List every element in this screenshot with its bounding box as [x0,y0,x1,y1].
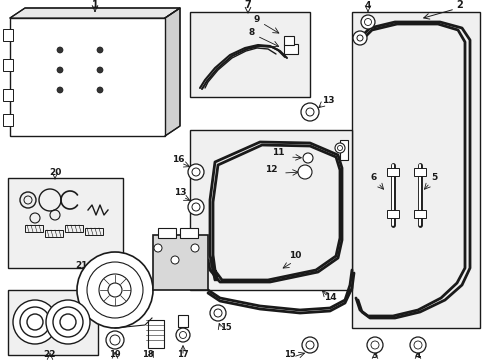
Text: 8: 8 [248,28,254,37]
Bar [178,315,187,327]
Circle shape [334,143,345,153]
Text: 15: 15 [284,350,295,359]
Circle shape [108,283,122,297]
Bar [8,178,123,268]
Bar [25,225,43,232]
Circle shape [214,309,222,317]
Text: 6: 6 [370,173,376,182]
Text: 15: 15 [220,323,231,332]
Circle shape [187,199,203,215]
Circle shape [209,305,225,321]
Bar [190,130,351,290]
Circle shape [97,67,103,73]
Text: 1: 1 [91,0,98,10]
Bar [8,290,98,355]
Bar [148,320,163,348]
Circle shape [171,256,179,264]
Text: 17: 17 [177,350,188,359]
Circle shape [46,300,90,344]
Circle shape [57,67,63,73]
Text: 12: 12 [265,165,278,174]
Circle shape [303,153,312,163]
Text: 11: 11 [272,148,285,157]
Text: 13: 13 [173,188,186,197]
Text: 4: 4 [414,351,420,360]
Circle shape [337,145,342,150]
Text: 13: 13 [321,96,334,105]
Circle shape [297,165,311,179]
Bar [386,210,398,218]
Bar [65,225,83,232]
Circle shape [154,244,162,252]
Text: 16: 16 [171,155,184,164]
Bar [85,228,103,235]
Bar [3,89,13,101]
Circle shape [179,332,186,338]
Bar [413,168,425,176]
Circle shape [187,164,203,180]
Circle shape [13,300,57,344]
Circle shape [57,47,63,53]
Bar [45,230,63,237]
Bar [351,12,479,328]
Circle shape [192,203,200,211]
Text: 21: 21 [76,261,88,270]
Circle shape [364,18,371,26]
Circle shape [352,31,366,45]
Text: 9: 9 [253,15,260,24]
Text: 14: 14 [323,293,336,302]
Circle shape [99,274,131,306]
Circle shape [356,35,362,41]
Circle shape [366,337,382,353]
Circle shape [305,341,313,349]
Circle shape [97,87,103,93]
Circle shape [110,335,120,345]
Bar [10,18,164,136]
Circle shape [77,252,153,328]
Polygon shape [164,8,180,136]
Circle shape [409,337,425,353]
Text: 2: 2 [456,0,463,10]
Circle shape [302,337,317,353]
Circle shape [301,103,318,121]
Text: 4: 4 [364,1,370,10]
Circle shape [87,262,142,318]
Polygon shape [10,8,180,18]
Bar [3,29,13,41]
Circle shape [191,244,199,252]
Circle shape [97,47,103,53]
Circle shape [370,341,378,349]
Bar [386,168,398,176]
Bar [413,210,425,218]
Circle shape [176,328,190,342]
Circle shape [413,341,421,349]
Circle shape [57,87,63,93]
Text: 5: 5 [430,173,436,182]
Text: 10: 10 [288,251,301,260]
Bar [190,12,309,97]
Bar [180,228,198,238]
Circle shape [106,331,124,349]
Bar [339,140,347,160]
Bar [153,235,207,290]
Bar [284,36,293,45]
Bar [158,228,176,238]
Text: 18: 18 [142,350,154,359]
Text: 20: 20 [49,168,61,177]
Text: 3: 3 [371,351,377,360]
Bar [3,59,13,71]
Text: 7: 7 [244,0,251,10]
Circle shape [192,168,200,176]
Bar [284,44,297,54]
Circle shape [360,15,374,29]
Circle shape [305,108,313,116]
Text: 19: 19 [109,350,121,359]
Bar [3,114,13,126]
Text: 22: 22 [43,350,56,359]
